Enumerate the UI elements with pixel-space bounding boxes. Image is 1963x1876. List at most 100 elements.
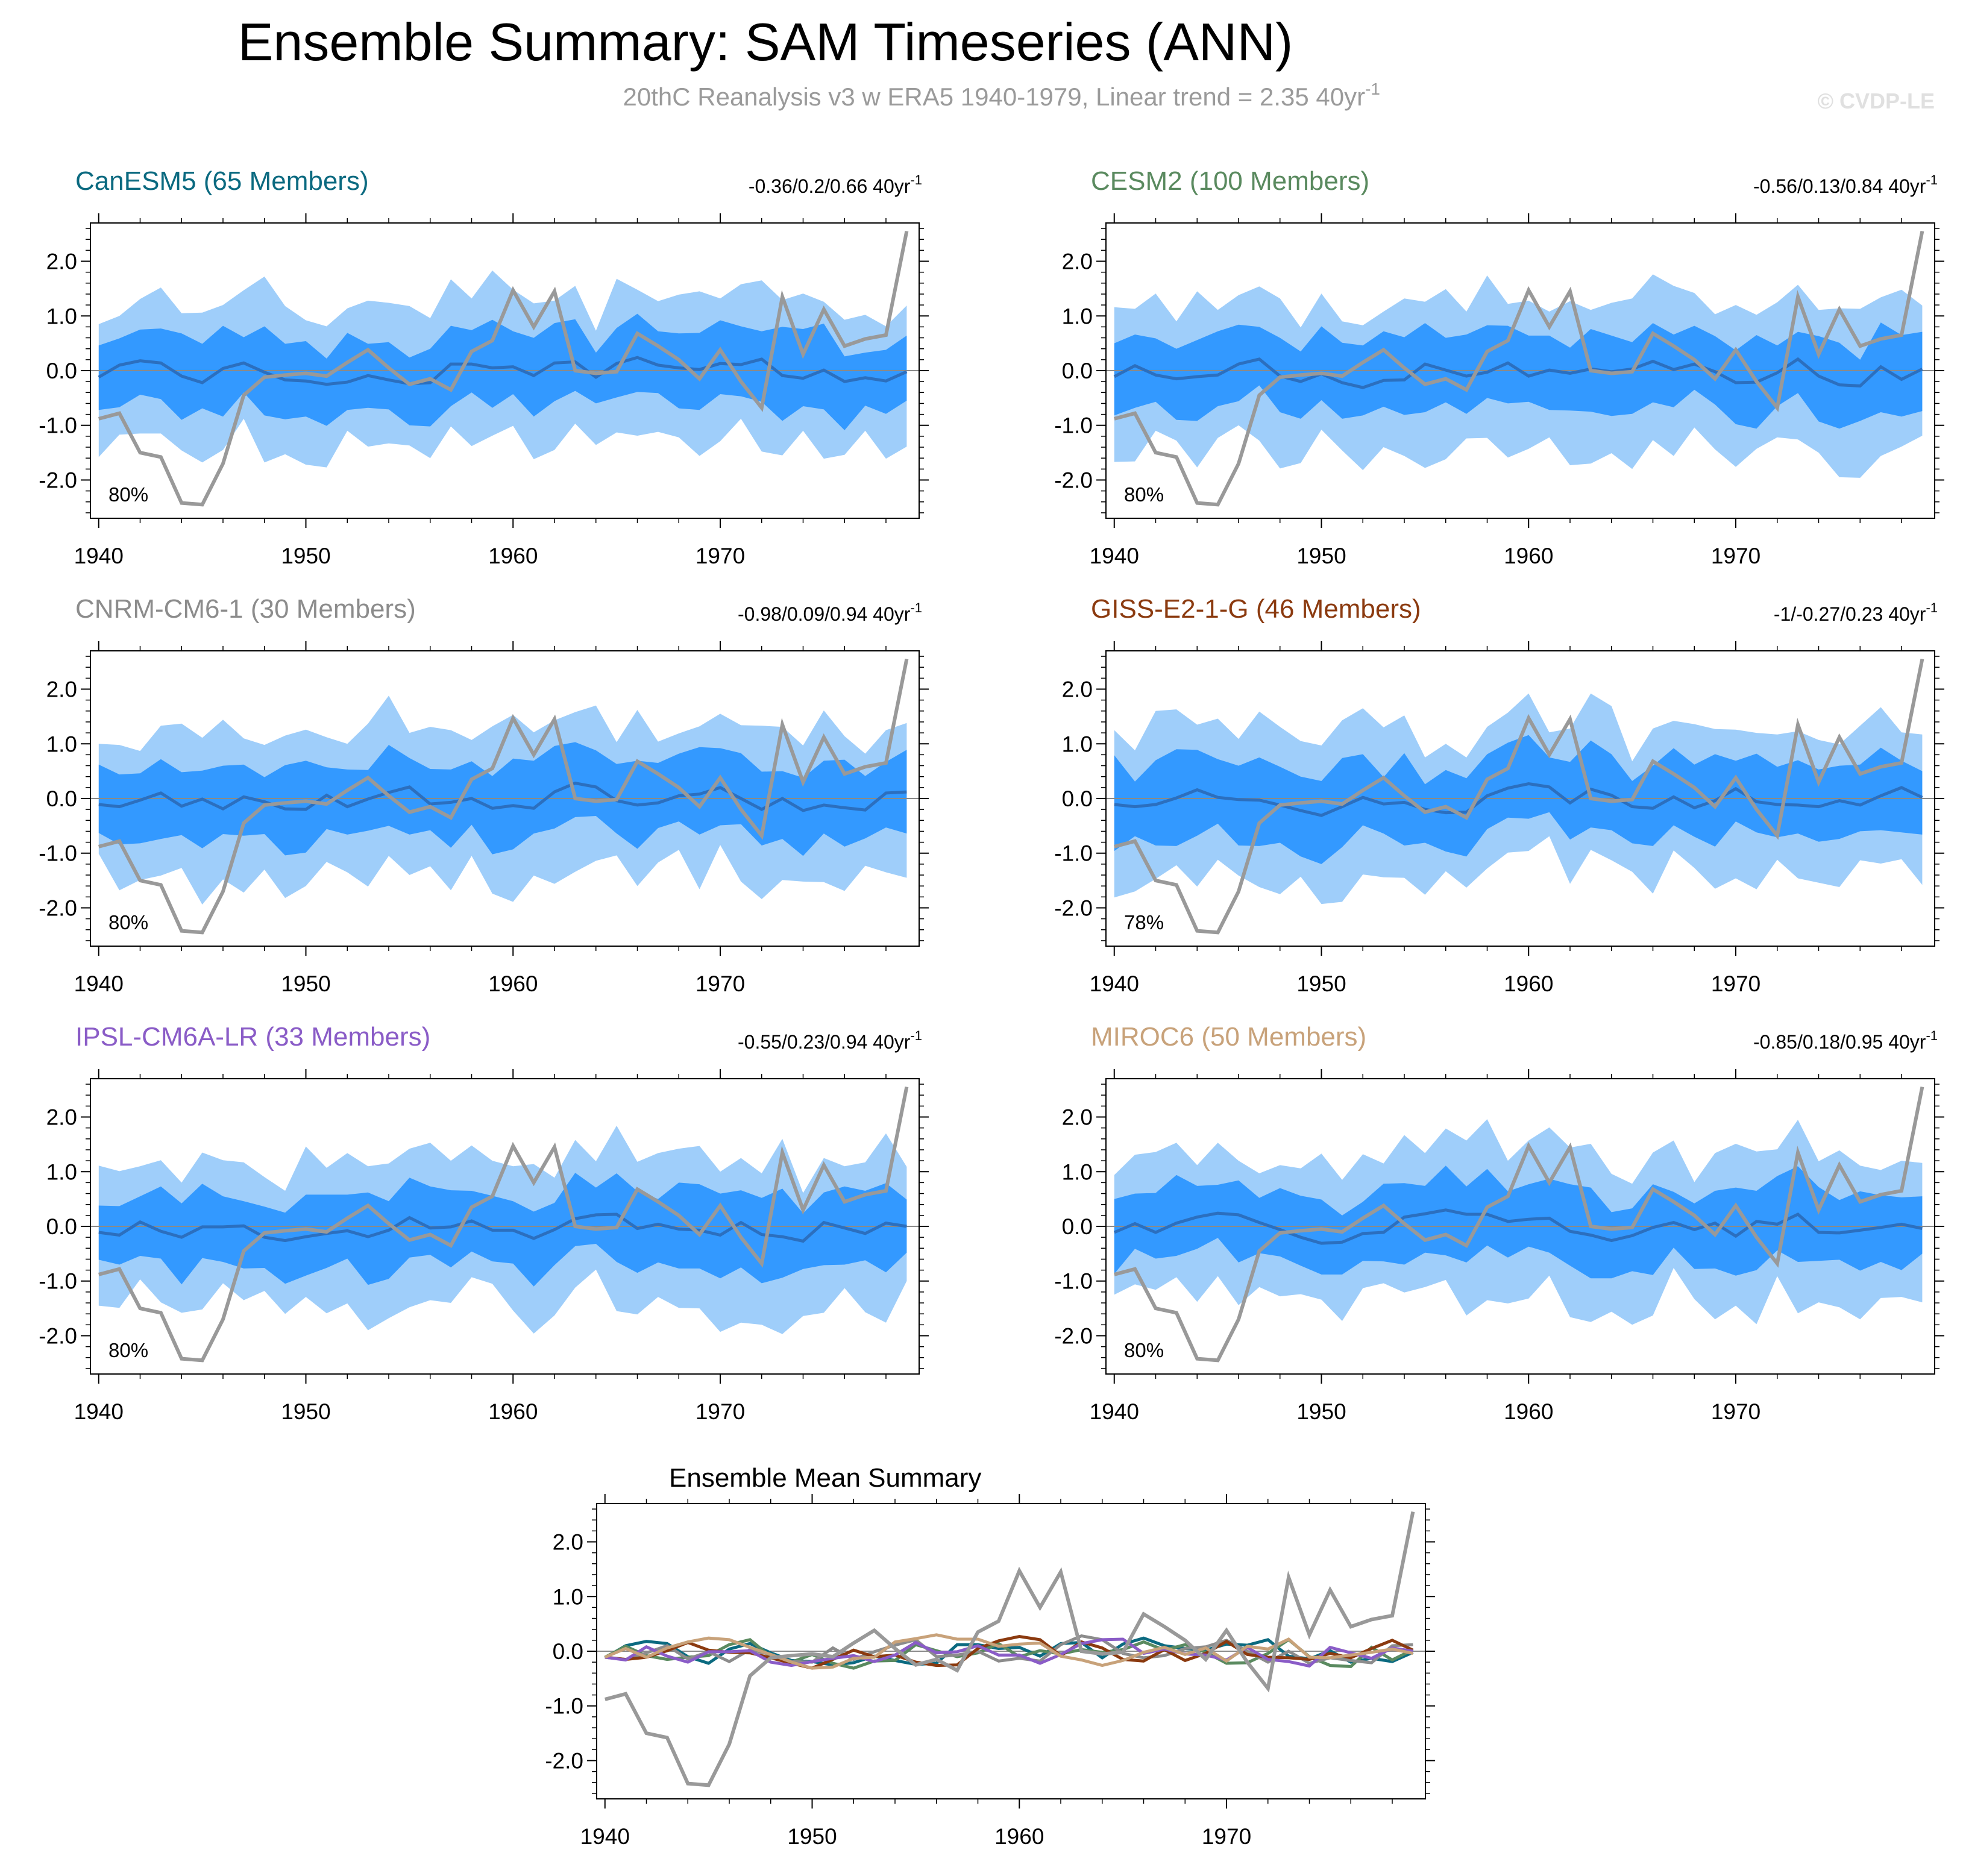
panel-4: IPSL-CM6A-LR (33 Members) -0.55/0.23/0.94…	[39, 1022, 929, 1424]
y-tick-label: -1.0	[1054, 413, 1093, 438]
ensemble-mean-line	[98, 356, 908, 386]
figure-subtitle: 20thC Reanalysis v3 w ERA5 1940-1979, Li…	[623, 80, 1380, 111]
trend-label: -0.98/0.09/0.94 40yr-1	[738, 600, 922, 625]
figure-title: Ensemble Summary: SAM Timeseries (ANN)	[238, 12, 1293, 72]
trend-label: -0.36/0.2/0.66 40yr-1	[749, 172, 922, 197]
y-tick-label: -2.0	[1054, 1323, 1093, 1348]
trend-text: -0.36/0.2/0.66 40yr	[749, 175, 911, 197]
panels-group: CanESM5 (65 Members) -0.36/0.2/0.66 40yr-…	[39, 166, 1944, 1849]
trend-text: -0.55/0.23/0.94 40yr	[738, 1031, 911, 1053]
x-tick-label: 1960	[994, 1824, 1044, 1849]
y-tick-label: 0.0	[46, 359, 77, 383]
y-tick-label: -1.0	[545, 1694, 583, 1719]
observation-line	[98, 659, 909, 935]
trend-text: -0.56/0.13/0.84 40yr	[1753, 175, 1926, 197]
panel-title: CESM2 (100 Members)	[1091, 166, 1369, 196]
y-tick-label: 0.0	[1062, 786, 1093, 811]
y-tick-label: 0.0	[46, 786, 77, 811]
x-tick-label: 1950	[1296, 544, 1346, 568]
panel-3: GISS-E2-1-G (46 Members) -1/-0.27/0.23 40…	[1054, 594, 1944, 996]
observation-line	[1114, 659, 1924, 935]
y-tick-label: -1.0	[39, 413, 77, 438]
y-tick-label: 1.0	[46, 304, 77, 328]
inner-spread-band	[1114, 735, 1923, 864]
panel-title: GISS-E2-1-G (46 Members)	[1091, 594, 1421, 624]
trend-text: -1/-0.27/0.23 40yr	[1774, 603, 1926, 625]
y-tick-label: 1.0	[1062, 732, 1093, 756]
panel-title: IPSL-CM6A-LR (33 Members)	[75, 1022, 430, 1052]
observation-line	[1114, 1087, 1924, 1363]
x-tick-label: 1960	[488, 544, 538, 568]
y-tick-label: -1.0	[39, 1269, 77, 1294]
y-tick-label: 0.0	[46, 1214, 77, 1239]
percent-label: 78%	[1124, 911, 1164, 933]
percent-label: 80%	[1124, 1339, 1164, 1361]
panel-5: MIROC6 (50 Members) -0.85/0.18/0.95 40yr-…	[1054, 1022, 1944, 1424]
trend-sup: -1	[910, 172, 922, 187]
y-tick-label: 1.0	[1062, 1159, 1093, 1184]
y-tick-label: 0.0	[553, 1639, 583, 1664]
x-tick-label: 1940	[74, 1399, 124, 1424]
trend-sup: -1	[1926, 1028, 1938, 1043]
y-tick-label: -1.0	[1054, 1269, 1093, 1294]
panel-title: MIROC6 (50 Members)	[1091, 1022, 1366, 1052]
x-tick-label: 1940	[1090, 544, 1139, 568]
x-tick-label: 1950	[787, 1824, 837, 1849]
x-tick-label: 1950	[281, 971, 330, 996]
trend-label: -1/-0.27/0.23 40yr-1	[1774, 600, 1938, 625]
ensemble-mean-line	[98, 1212, 907, 1243]
ensemble-mean-line-5	[604, 1633, 1413, 1670]
y-tick-label: 2.0	[46, 677, 77, 702]
x-tick-label: 1960	[488, 1399, 538, 1424]
ensemble-mean-line	[1113, 1208, 1923, 1245]
x-tick-label: 1970	[1711, 544, 1760, 568]
x-tick-label: 1940	[580, 1824, 630, 1849]
x-tick-label: 1970	[1711, 971, 1760, 996]
y-tick-label: -2.0	[39, 896, 77, 920]
trend-label: -0.85/0.18/0.95 40yr-1	[1753, 1028, 1938, 1053]
y-tick-label: 1.0	[46, 1159, 77, 1184]
x-tick-label: 1970	[1202, 1824, 1251, 1849]
inner-spread-band	[98, 313, 907, 430]
x-tick-label: 1950	[1296, 971, 1346, 996]
percent-label: 80%	[108, 1339, 148, 1361]
x-tick-label: 1970	[696, 971, 745, 996]
observation-line	[98, 1087, 909, 1363]
observation-line	[1114, 231, 1924, 507]
percent-label: 80%	[108, 911, 148, 933]
inner-spread-band	[1114, 322, 1923, 429]
x-tick-label: 1950	[281, 1399, 330, 1424]
trend-label: -0.56/0.13/0.84 40yr-1	[1753, 172, 1938, 197]
y-tick-label: -1.0	[39, 841, 77, 866]
ensemble-mean-line	[98, 782, 907, 812]
panel-0: CanESM5 (65 Members) -0.36/0.2/0.66 40yr-…	[39, 166, 929, 568]
y-tick-label: 2.0	[1062, 677, 1093, 702]
trend-sup: -1	[1926, 600, 1938, 615]
y-tick-label: 1.0	[553, 1584, 583, 1609]
panel-title: Ensemble Mean Summary	[669, 1463, 981, 1493]
copyright-label: © CVDP-LE	[1817, 89, 1935, 113]
y-tick-label: 2.0	[553, 1530, 583, 1555]
x-tick-label: 1970	[696, 544, 745, 568]
x-tick-label: 1970	[1711, 1399, 1760, 1424]
y-tick-label: 0.0	[1062, 1214, 1093, 1239]
y-tick-label: 2.0	[1062, 1105, 1093, 1130]
observation-line	[605, 1511, 1415, 1787]
trend-text: -0.85/0.18/0.95 40yr	[1753, 1031, 1926, 1053]
ensemble-mean-line-4	[605, 1637, 1413, 1668]
inner-spread-band	[1114, 1165, 1923, 1279]
panel-title: CNRM-CM6-1 (30 Members)	[75, 594, 416, 624]
panel-2: CNRM-CM6-1 (30 Members) -0.98/0.09/0.94 4…	[39, 594, 929, 996]
y-tick-label: 2.0	[46, 249, 77, 274]
x-tick-label: 1940	[1090, 971, 1139, 996]
y-tick-label: -2.0	[39, 1323, 77, 1348]
x-tick-label: 1960	[1504, 1399, 1553, 1424]
panel-title: CanESM5 (65 Members)	[75, 166, 369, 196]
percent-label: 80%	[108, 483, 148, 506]
x-tick-label: 1940	[74, 544, 124, 568]
x-tick-label: 1960	[488, 971, 538, 996]
y-tick-label: 1.0	[46, 732, 77, 756]
y-tick-label: -2.0	[545, 1748, 583, 1773]
panel-6: Ensemble Mean Summary 2.0 1.0 0.0 -1.0 -2.0 19…	[545, 1463, 1435, 1849]
